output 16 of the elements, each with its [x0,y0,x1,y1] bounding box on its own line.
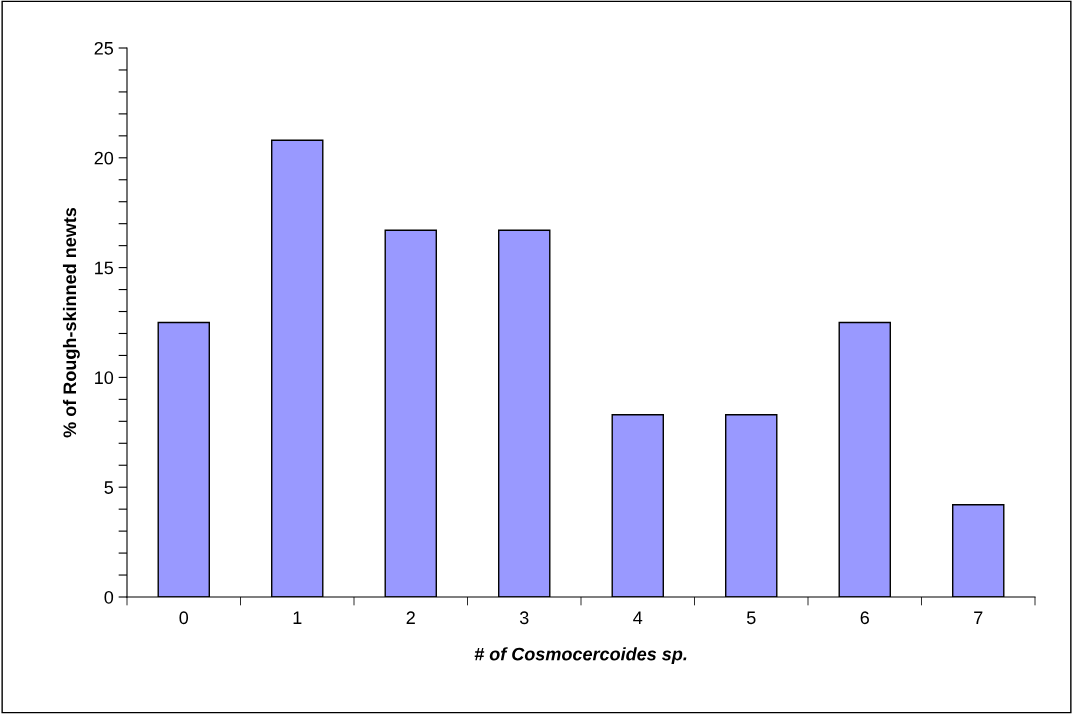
y-tick-label: 15 [95,261,114,275]
y-tick-label: 0 [104,590,114,604]
x-tick-label: 1 [293,611,302,624]
x-tick-label: 3 [519,611,529,625]
y-tick-label: 25 [94,41,114,55]
x-tick-label: 6 [860,611,869,625]
y-tick-label: 5 [104,481,114,494]
x-tick-label: 7 [974,611,983,624]
x-tick-label: 5 [746,611,756,625]
y-axis-title: % of Rough-skinned newts [62,207,80,438]
x-tick-label: 4 [633,611,643,624]
y-tick-label: 20 [94,151,114,165]
x-tick-label: 0 [179,611,189,625]
y-tick-label: 10 [95,371,114,385]
x-tick-label: 2 [406,611,415,624]
x-axis-title: # of Cosmocercoides sp. [474,647,687,664]
